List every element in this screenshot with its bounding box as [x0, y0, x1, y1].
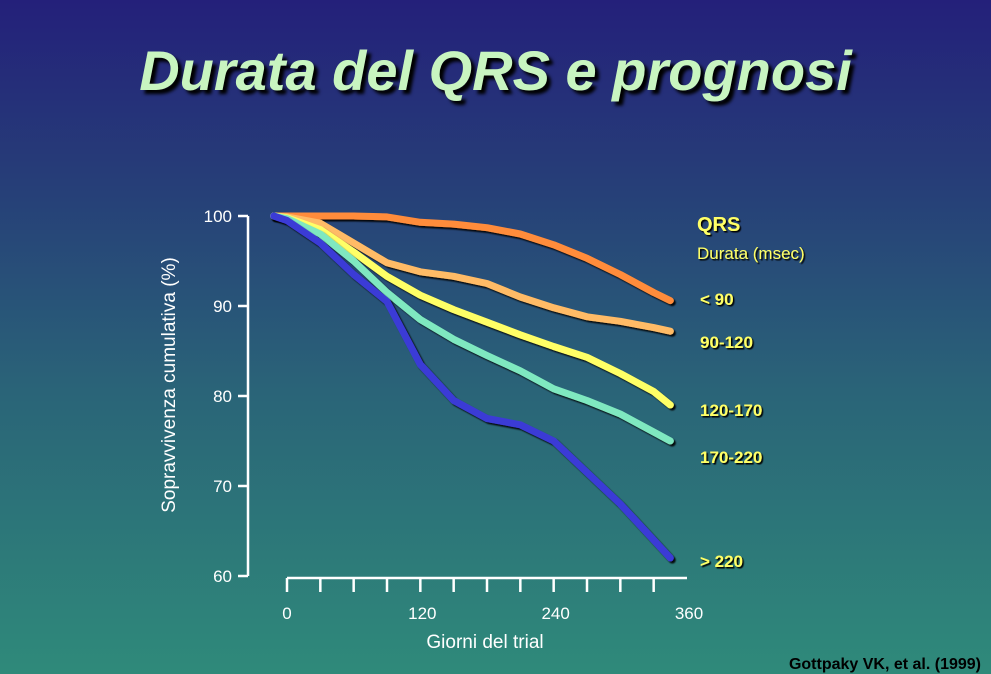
- legend-title: QRS: [697, 214, 740, 236]
- y-tick-label: 100: [204, 207, 232, 226]
- series-line: [270, 212, 674, 562]
- series-label: 170-220: [700, 448, 762, 467]
- series-line: [270, 212, 674, 445]
- series-line: [270, 212, 674, 409]
- x-tick-label: 360: [675, 604, 703, 623]
- series-label: 120-170: [700, 401, 762, 420]
- x-ticks: 0 120 240 360: [282, 578, 703, 623]
- x-tick-label: 0: [282, 604, 291, 623]
- x-tick-label: 240: [541, 604, 569, 623]
- series-label: > 220: [700, 552, 743, 571]
- series-labels: < 90 90-120 120-170 170-220 > 220: [700, 290, 762, 571]
- series-lines: [270, 212, 674, 562]
- slide-title: Durata del QRS e prognosi: [139, 39, 852, 102]
- y-tick-label: 70: [213, 477, 232, 496]
- y-ticks: 60 70 80 90 100: [204, 207, 248, 586]
- y-axis-label: Sopravvivenza cumulativa (%): [159, 257, 180, 513]
- y-tick-label: 80: [213, 387, 232, 406]
- citation: Gottpaky VK, et al. (1999): [788, 656, 981, 673]
- x-axis-label: Giorni del trial: [426, 632, 543, 653]
- legend-subtitle: Durata (msec): [697, 244, 805, 263]
- series-line: [270, 212, 674, 335]
- series-line: [270, 212, 674, 305]
- series-label: < 90: [700, 290, 734, 309]
- x-tick-label: 120: [408, 604, 436, 623]
- series-label: 90-120: [700, 333, 753, 352]
- axes: [246, 216, 687, 580]
- y-tick-label: 60: [213, 567, 232, 586]
- y-tick-label: 90: [213, 297, 232, 316]
